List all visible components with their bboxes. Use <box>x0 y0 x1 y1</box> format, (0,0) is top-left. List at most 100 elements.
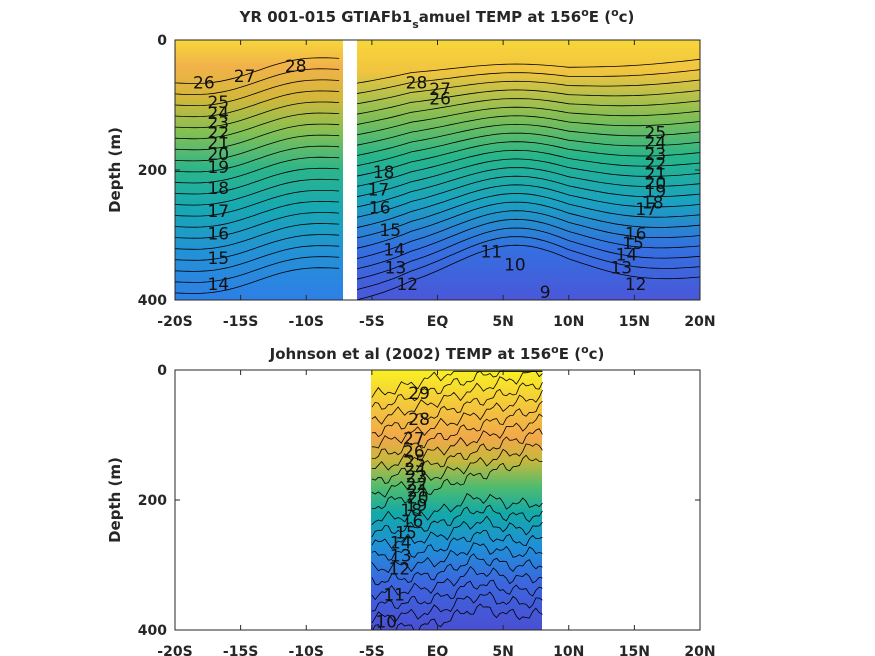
contour-label: 15 <box>379 221 401 241</box>
isotherm-line <box>352 158 700 198</box>
isotherm-line <box>352 115 700 147</box>
x-tick-label: 20N <box>684 644 715 656</box>
isotherm-line <box>175 245 340 272</box>
contour-label: 18 <box>642 194 664 214</box>
contour-label: 22 <box>645 155 667 175</box>
isotherm-line <box>175 145 340 173</box>
x-tick-label: -20S <box>157 644 192 656</box>
isotherm-line <box>371 493 543 525</box>
x-tick-label: 10N <box>553 314 584 330</box>
contour-label: 21 <box>207 134 229 154</box>
contour-label: 18 <box>207 179 229 199</box>
x-tick-label: -20S <box>157 314 192 330</box>
contour-label: 15 <box>395 524 417 544</box>
x-tick-label: -15S <box>223 644 258 656</box>
contour-label: 23 <box>207 114 229 134</box>
contour-label: 9 <box>540 283 551 303</box>
isotherm-line <box>175 156 340 184</box>
top-panel: YR 001-015 GTIAFb1samuel TEMP at 156oE (… <box>106 6 716 330</box>
isotherm-line <box>372 603 543 630</box>
isotherm-line <box>352 218 700 271</box>
isotherm-line <box>175 256 340 283</box>
x-tick-label: 5N <box>492 314 513 330</box>
y-tick-label: 400 <box>138 623 167 639</box>
isotherm-line <box>352 201 700 250</box>
contour-label: 14 <box>207 275 229 295</box>
contour-label: 15 <box>207 249 229 269</box>
isotherm-line <box>371 443 543 498</box>
isotherm-line <box>352 141 700 178</box>
isotherm-line <box>175 123 340 151</box>
contour-label: 14 <box>390 533 412 553</box>
x-tick-label: -10S <box>289 644 324 656</box>
isotherm-line <box>175 267 340 294</box>
x-tick-label: EQ <box>427 314 449 330</box>
contour-label: 16 <box>402 512 424 532</box>
x-tick-label: 5N <box>492 644 513 656</box>
contour-label: 28 <box>285 57 307 77</box>
isotherm-line <box>371 553 543 586</box>
contour-label: 19 <box>645 182 667 202</box>
y-tick-label: 200 <box>138 163 167 179</box>
isotherm-line <box>175 101 340 129</box>
isotherm-line <box>371 542 543 574</box>
isotherm-line <box>352 167 700 209</box>
contour-label: 17 <box>635 200 657 220</box>
contour-label: 23 <box>645 145 667 165</box>
x-tick-label: 15N <box>619 314 650 330</box>
isotherm-line <box>352 106 700 137</box>
contour-label: 24 <box>645 134 667 154</box>
isotherm-line <box>352 184 700 229</box>
contour-label: 13 <box>390 546 412 566</box>
isotherm-line <box>352 236 700 291</box>
contour-label: 13 <box>610 259 632 279</box>
contour-label: 18 <box>373 163 395 183</box>
contour-label: 12 <box>396 275 418 295</box>
contour-label: 28 <box>408 410 430 430</box>
bottom-temperature-field <box>371 370 543 630</box>
y-tick-label: 0 <box>157 33 167 49</box>
contour-label: 27 <box>403 429 425 449</box>
contour-label: 14 <box>383 240 405 260</box>
isotherm-line <box>371 454 543 510</box>
isotherm-line <box>175 68 340 96</box>
contour-label: 20 <box>407 488 429 508</box>
contour-label: 22 <box>406 475 428 495</box>
contour-label: 17 <box>368 181 390 201</box>
isotherm-line <box>371 389 543 449</box>
isotherm-line <box>175 57 340 84</box>
isotherm-line <box>175 178 340 206</box>
isotherm-line <box>371 579 543 612</box>
contour-label: 21 <box>645 164 667 184</box>
isotherm-line <box>175 200 340 228</box>
isotherm-line <box>371 591 543 624</box>
contour-label: 28 <box>406 73 428 93</box>
contour-label: 16 <box>369 199 391 219</box>
y-tick-label: 400 <box>138 293 167 309</box>
contour-label: 25 <box>207 93 229 113</box>
isotherm-line <box>371 504 543 538</box>
isotherm-line <box>354 244 700 300</box>
isotherm-line <box>175 212 340 239</box>
contour-label: 26 <box>403 442 425 462</box>
contour-label: 12 <box>389 559 411 579</box>
x-tick-label: 20N <box>684 314 715 330</box>
y-tick-label: 200 <box>138 493 167 509</box>
x-tick-label: 15N <box>619 644 650 656</box>
y-tick-label: 0 <box>157 363 167 379</box>
isotherm-line <box>175 167 340 195</box>
contour-label: 25 <box>404 452 426 472</box>
contour-label: 20 <box>207 145 229 165</box>
contour-label: 26 <box>193 73 215 93</box>
contour-label: 20 <box>645 174 667 194</box>
isotherm-line <box>352 227 700 281</box>
contour-label: 10 <box>504 255 526 275</box>
contour-label: 17 <box>207 202 229 222</box>
isotherm-line <box>352 132 700 168</box>
contour-label: 10 <box>375 613 397 633</box>
contour-label: 11 <box>480 242 502 262</box>
isotherm-line <box>371 413 543 471</box>
isotherm-line <box>371 530 543 561</box>
